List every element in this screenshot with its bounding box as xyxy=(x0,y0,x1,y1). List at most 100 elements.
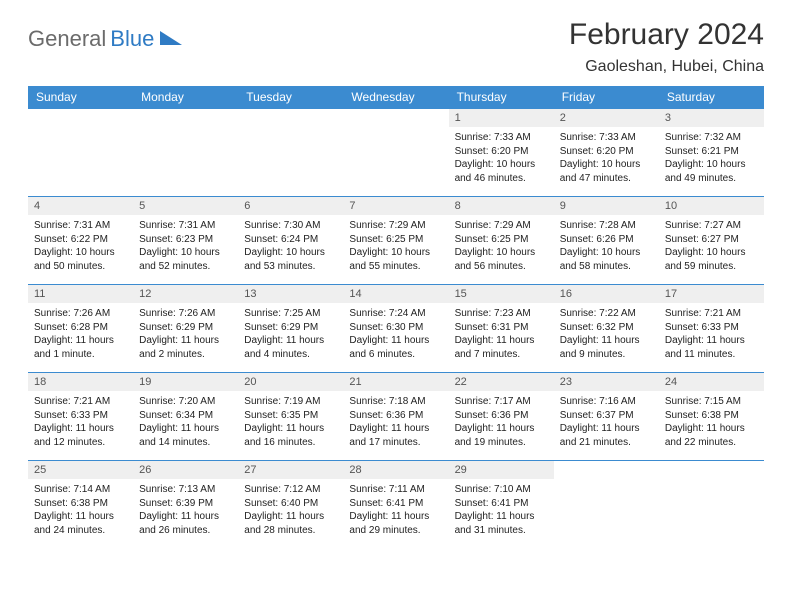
day-content: Sunrise: 7:22 AMSunset: 6:32 PMDaylight:… xyxy=(554,303,659,365)
weekday-row: SundayMondayTuesdayWednesdayThursdayFrid… xyxy=(28,86,764,109)
day-cell: 2Sunrise: 7:33 AMSunset: 6:20 PMDaylight… xyxy=(554,109,659,197)
day-cell: 29Sunrise: 7:10 AMSunset: 6:41 PMDayligh… xyxy=(449,461,554,543)
day-number: 2 xyxy=(554,109,659,127)
day-number: 7 xyxy=(343,197,448,215)
sunset-line: Sunset: 6:34 PM xyxy=(139,409,232,423)
weekday-header: Wednesday xyxy=(343,86,448,109)
sunrise-line: Sunrise: 7:29 AM xyxy=(349,219,442,233)
daylight-line: Daylight: 11 hours and 16 minutes. xyxy=(244,422,337,449)
sunset-line: Sunset: 6:40 PM xyxy=(244,497,337,511)
day-content: Sunrise: 7:31 AMSunset: 6:23 PMDaylight:… xyxy=(133,215,238,277)
title-block: February 2024 Gaoleshan, Hubei, China xyxy=(569,18,764,76)
sunset-line: Sunset: 6:21 PM xyxy=(665,145,758,159)
day-content: Sunrise: 7:18 AMSunset: 6:36 PMDaylight:… xyxy=(343,391,448,453)
day-content: Sunrise: 7:15 AMSunset: 6:38 PMDaylight:… xyxy=(659,391,764,453)
daylight-line: Daylight: 10 hours and 49 minutes. xyxy=(665,158,758,185)
day-cell: 21Sunrise: 7:18 AMSunset: 6:36 PMDayligh… xyxy=(343,373,448,461)
sunset-line: Sunset: 6:23 PM xyxy=(139,233,232,247)
day-cell: 4Sunrise: 7:31 AMSunset: 6:22 PMDaylight… xyxy=(28,197,133,285)
day-content: Sunrise: 7:17 AMSunset: 6:36 PMDaylight:… xyxy=(449,391,554,453)
sunrise-line: Sunrise: 7:20 AM xyxy=(139,395,232,409)
day-content: Sunrise: 7:32 AMSunset: 6:21 PMDaylight:… xyxy=(659,127,764,189)
empty-cell xyxy=(554,461,659,543)
sunset-line: Sunset: 6:41 PM xyxy=(455,497,548,511)
day-content: Sunrise: 7:21 AMSunset: 6:33 PMDaylight:… xyxy=(659,303,764,365)
daylight-line: Daylight: 10 hours and 53 minutes. xyxy=(244,246,337,273)
day-content: Sunrise: 7:21 AMSunset: 6:33 PMDaylight:… xyxy=(28,391,133,453)
sunset-line: Sunset: 6:26 PM xyxy=(560,233,653,247)
sunrise-line: Sunrise: 7:28 AM xyxy=(560,219,653,233)
calendar-row: 1Sunrise: 7:33 AMSunset: 6:20 PMDaylight… xyxy=(28,109,764,197)
daylight-line: Daylight: 11 hours and 21 minutes. xyxy=(560,422,653,449)
daylight-line: Daylight: 10 hours and 55 minutes. xyxy=(349,246,442,273)
sunrise-line: Sunrise: 7:33 AM xyxy=(560,131,653,145)
daylight-line: Daylight: 11 hours and 11 minutes. xyxy=(665,334,758,361)
sunrise-line: Sunrise: 7:31 AM xyxy=(139,219,232,233)
day-cell: 13Sunrise: 7:25 AMSunset: 6:29 PMDayligh… xyxy=(238,285,343,373)
day-cell: 16Sunrise: 7:22 AMSunset: 6:32 PMDayligh… xyxy=(554,285,659,373)
day-number: 5 xyxy=(133,197,238,215)
sunrise-line: Sunrise: 7:29 AM xyxy=(455,219,548,233)
sunrise-line: Sunrise: 7:24 AM xyxy=(349,307,442,321)
day-number: 28 xyxy=(343,461,448,479)
daylight-line: Daylight: 11 hours and 29 minutes. xyxy=(349,510,442,537)
weekday-header: Tuesday xyxy=(238,86,343,109)
daylight-line: Daylight: 11 hours and 19 minutes. xyxy=(455,422,548,449)
daylight-line: Daylight: 11 hours and 17 minutes. xyxy=(349,422,442,449)
day-cell: 15Sunrise: 7:23 AMSunset: 6:31 PMDayligh… xyxy=(449,285,554,373)
day-content: Sunrise: 7:27 AMSunset: 6:27 PMDaylight:… xyxy=(659,215,764,277)
logo-triangle-icon xyxy=(160,31,182,45)
day-content: Sunrise: 7:29 AMSunset: 6:25 PMDaylight:… xyxy=(449,215,554,277)
empty-cell xyxy=(659,461,764,543)
day-cell: 28Sunrise: 7:11 AMSunset: 6:41 PMDayligh… xyxy=(343,461,448,543)
sunrise-line: Sunrise: 7:32 AM xyxy=(665,131,758,145)
daylight-line: Daylight: 10 hours and 47 minutes. xyxy=(560,158,653,185)
daylight-line: Daylight: 11 hours and 4 minutes. xyxy=(244,334,337,361)
month-title: February 2024 xyxy=(569,18,764,52)
calendar-row: 4Sunrise: 7:31 AMSunset: 6:22 PMDaylight… xyxy=(28,197,764,285)
sunrise-line: Sunrise: 7:26 AM xyxy=(34,307,127,321)
empty-cell xyxy=(238,109,343,197)
day-number: 13 xyxy=(238,285,343,303)
day-cell: 14Sunrise: 7:24 AMSunset: 6:30 PMDayligh… xyxy=(343,285,448,373)
day-number: 3 xyxy=(659,109,764,127)
day-number: 21 xyxy=(343,373,448,391)
logo: GeneralBlue xyxy=(28,26,182,52)
calendar-head: SundayMondayTuesdayWednesdayThursdayFrid… xyxy=(28,86,764,109)
sunset-line: Sunset: 6:31 PM xyxy=(455,321,548,335)
logo-text-blue: Blue xyxy=(110,26,154,52)
day-content: Sunrise: 7:33 AMSunset: 6:20 PMDaylight:… xyxy=(554,127,659,189)
calendar-row: 25Sunrise: 7:14 AMSunset: 6:38 PMDayligh… xyxy=(28,461,764,543)
day-number: 20 xyxy=(238,373,343,391)
day-content: Sunrise: 7:31 AMSunset: 6:22 PMDaylight:… xyxy=(28,215,133,277)
daylight-line: Daylight: 11 hours and 7 minutes. xyxy=(455,334,548,361)
day-cell: 18Sunrise: 7:21 AMSunset: 6:33 PMDayligh… xyxy=(28,373,133,461)
empty-cell xyxy=(133,109,238,197)
day-content: Sunrise: 7:23 AMSunset: 6:31 PMDaylight:… xyxy=(449,303,554,365)
sunset-line: Sunset: 6:30 PM xyxy=(349,321,442,335)
day-content: Sunrise: 7:13 AMSunset: 6:39 PMDaylight:… xyxy=(133,479,238,541)
daylight-line: Daylight: 11 hours and 9 minutes. xyxy=(560,334,653,361)
sunrise-line: Sunrise: 7:17 AM xyxy=(455,395,548,409)
daylight-line: Daylight: 11 hours and 6 minutes. xyxy=(349,334,442,361)
sunset-line: Sunset: 6:39 PM xyxy=(139,497,232,511)
day-content: Sunrise: 7:14 AMSunset: 6:38 PMDaylight:… xyxy=(28,479,133,541)
sunset-line: Sunset: 6:29 PM xyxy=(244,321,337,335)
calendar-table: SundayMondayTuesdayWednesdayThursdayFrid… xyxy=(28,86,764,543)
day-number: 25 xyxy=(28,461,133,479)
day-content: Sunrise: 7:28 AMSunset: 6:26 PMDaylight:… xyxy=(554,215,659,277)
day-cell: 9Sunrise: 7:28 AMSunset: 6:26 PMDaylight… xyxy=(554,197,659,285)
day-number: 29 xyxy=(449,461,554,479)
sunset-line: Sunset: 6:20 PM xyxy=(455,145,548,159)
sunset-line: Sunset: 6:33 PM xyxy=(34,409,127,423)
sunset-line: Sunset: 6:32 PM xyxy=(560,321,653,335)
day-cell: 5Sunrise: 7:31 AMSunset: 6:23 PMDaylight… xyxy=(133,197,238,285)
daylight-line: Daylight: 11 hours and 24 minutes. xyxy=(34,510,127,537)
day-cell: 24Sunrise: 7:15 AMSunset: 6:38 PMDayligh… xyxy=(659,373,764,461)
weekday-header: Thursday xyxy=(449,86,554,109)
sunset-line: Sunset: 6:29 PM xyxy=(139,321,232,335)
day-number: 22 xyxy=(449,373,554,391)
daylight-line: Daylight: 10 hours and 46 minutes. xyxy=(455,158,548,185)
day-cell: 19Sunrise: 7:20 AMSunset: 6:34 PMDayligh… xyxy=(133,373,238,461)
location: Gaoleshan, Hubei, China xyxy=(569,58,764,76)
